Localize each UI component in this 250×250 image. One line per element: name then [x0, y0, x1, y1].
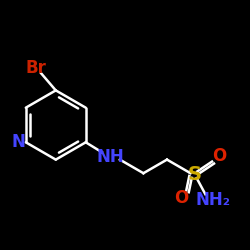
Text: O: O [212, 147, 226, 165]
Text: NH₂: NH₂ [195, 192, 230, 210]
Text: S: S [187, 165, 201, 184]
Text: NH: NH [96, 148, 124, 166]
Text: Br: Br [26, 59, 46, 77]
Text: O: O [174, 189, 188, 207]
Text: N: N [12, 133, 26, 151]
